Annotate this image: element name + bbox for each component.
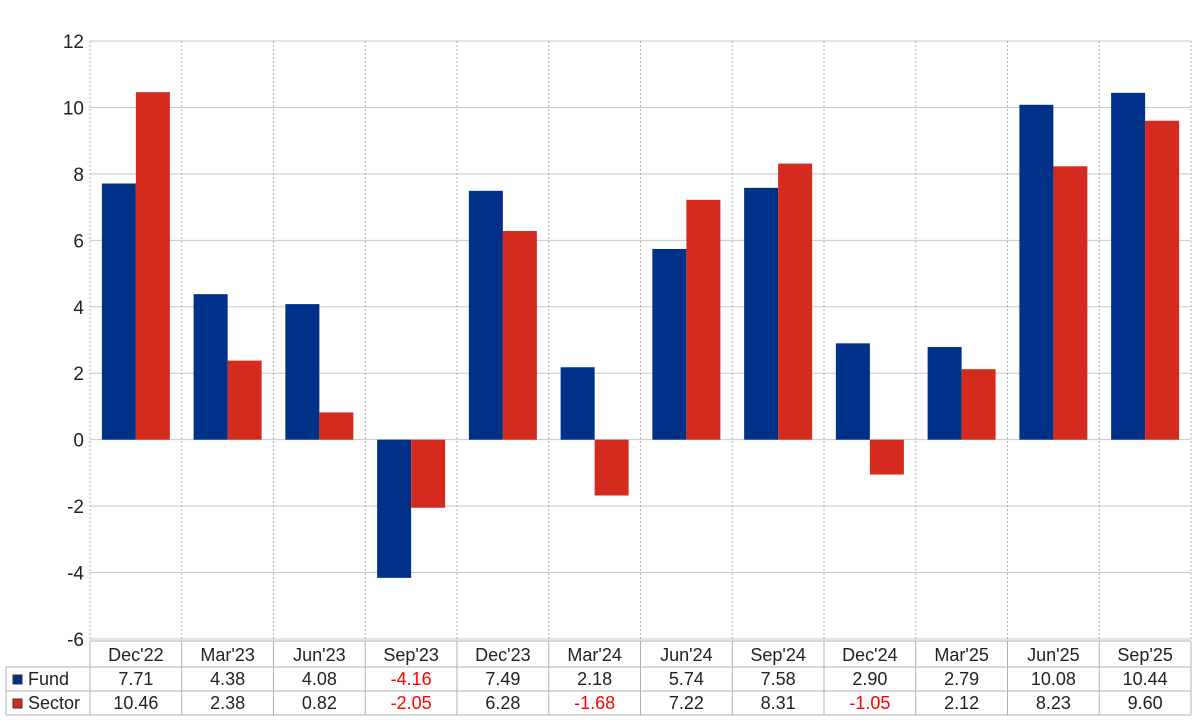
bar-fund-9 <box>927 346 962 440</box>
bar-fund-2 <box>285 304 320 440</box>
bar-sector-7 <box>778 163 813 440</box>
x-tick-label: Dec'22 <box>108 645 163 665</box>
legend-swatch-fund <box>12 674 23 685</box>
bar-sector-3 <box>411 439 446 508</box>
data-label-fund: 10.44 <box>1123 669 1168 689</box>
y-tick-label: 2 <box>73 364 84 385</box>
data-label-sector: -2.05 <box>391 693 432 713</box>
y-tick-label: -6 <box>67 630 84 651</box>
x-tick-label: Jun'24 <box>660 645 712 665</box>
bar-fund-7 <box>744 187 779 440</box>
bar-fund-4 <box>468 190 503 440</box>
x-tick-label: Jun'23 <box>293 645 345 665</box>
bar-sector-4 <box>502 231 537 440</box>
bar-sector-1 <box>227 360 262 440</box>
x-tick-label: Sep'25 <box>1117 645 1173 665</box>
bars <box>101 92 1180 578</box>
data-label-sector: -1.68 <box>574 693 615 713</box>
data-label-sector: 7.22 <box>669 693 704 713</box>
data-label-fund: 2.79 <box>944 669 979 689</box>
data-label-sector: 6.28 <box>485 693 520 713</box>
data-label-sector: 2.12 <box>944 693 979 713</box>
y-tick-label: 4 <box>73 298 84 319</box>
data-label-sector: 10.46 <box>113 693 158 713</box>
y-axis: -6 -4 -2 0 2 4 6 8 10 12 <box>63 32 85 651</box>
data-label-fund: -4.16 <box>391 669 432 689</box>
x-tick-label: Mar'25 <box>934 645 988 665</box>
bar-fund-0 <box>101 183 136 440</box>
grid <box>89 40 1192 640</box>
data-label-fund: 4.38 <box>210 669 245 689</box>
x-tick-label: Dec'23 <box>475 645 530 665</box>
bar-fund-8 <box>835 343 870 440</box>
bar-fund-6 <box>652 248 687 440</box>
data-label-fund: 7.58 <box>761 669 796 689</box>
data-table: Dec'22 Mar'23 Jun'23 Sep'23 Dec'23 Mar'24 Jun'… <box>5 640 1192 716</box>
data-label-sector: 8.23 <box>1036 693 1071 713</box>
y-tick-label: -4 <box>67 564 84 585</box>
data-label-sector: 8.31 <box>761 693 796 713</box>
data-label-sector: 0.82 <box>302 693 337 713</box>
data-label-fund: 5.74 <box>669 669 704 689</box>
x-tick-label: Sep'24 <box>750 645 806 665</box>
y-tick-label: 10 <box>63 98 84 119</box>
bar-fund-1 <box>193 294 228 440</box>
data-label-fund: 10.08 <box>1031 669 1076 689</box>
bar-sector-11 <box>1145 120 1180 440</box>
data-label-fund: 2.18 <box>577 669 612 689</box>
x-tick-label: Sep'23 <box>383 645 439 665</box>
bar-sector-8 <box>869 439 904 475</box>
bar-fund-10 <box>1019 104 1054 440</box>
bar-sector-9 <box>961 369 996 440</box>
x-tick-label: Dec'24 <box>842 645 897 665</box>
data-label-sector: 2.38 <box>210 693 245 713</box>
y-tick-label: -2 <box>67 497 84 518</box>
data-label-fund: 7.71 <box>118 669 153 689</box>
bar-fund-11 <box>1111 92 1146 440</box>
legend-swatch-sector <box>12 698 23 709</box>
data-label-sector: 9.60 <box>1128 693 1163 713</box>
x-tick-label: Mar'23 <box>200 645 254 665</box>
y-tick-label: 8 <box>73 165 84 186</box>
legend-label-fund: Fund <box>28 669 69 689</box>
x-tick-label: Mar'24 <box>567 645 621 665</box>
data-label-fund: 7.49 <box>485 669 520 689</box>
bar-sector-5 <box>594 439 629 496</box>
data-label-fund: 4.08 <box>302 669 337 689</box>
bar-sector-0 <box>135 92 170 440</box>
bar-sector-6 <box>686 199 721 440</box>
y-tick-label: 12 <box>63 32 84 53</box>
y-tick-label: 6 <box>73 231 84 252</box>
data-label-sector: -1.05 <box>849 693 890 713</box>
data-label-fund: 2.90 <box>852 669 887 689</box>
y-tick-label: 0 <box>73 431 84 452</box>
bar-fund-3 <box>377 439 412 578</box>
x-tick-label: Jun'25 <box>1027 645 1079 665</box>
bar-sector-10 <box>1053 166 1088 440</box>
bar-fund-5 <box>560 367 595 440</box>
legend-label-sector: Sector <box>28 693 80 713</box>
bar-sector-2 <box>319 412 354 440</box>
